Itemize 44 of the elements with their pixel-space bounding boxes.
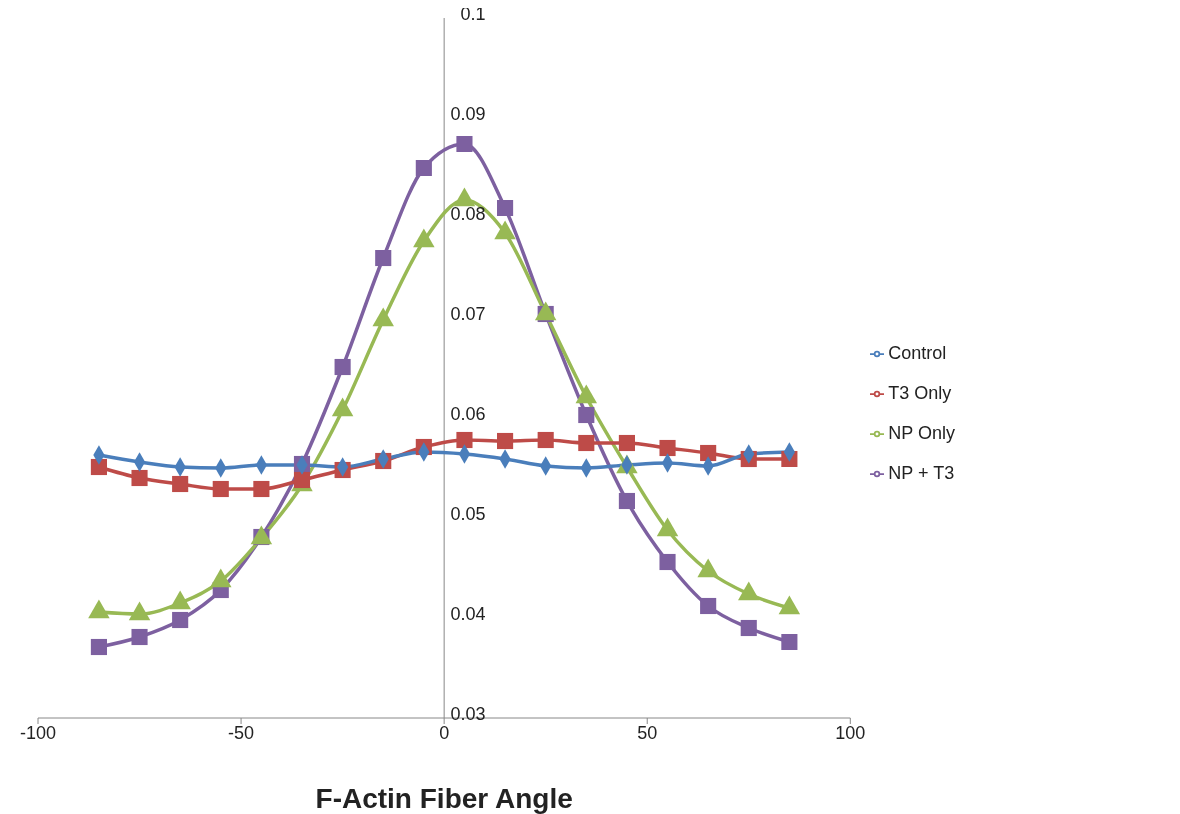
y-tick-label: 0.06 <box>450 404 486 425</box>
point <box>578 406 595 424</box>
point <box>334 358 351 376</box>
point <box>172 611 189 629</box>
legend-label: NP Only <box>888 423 955 443</box>
point <box>456 431 473 449</box>
y-tick-label: 0.07 <box>450 304 486 325</box>
legend-label: Control <box>888 343 947 363</box>
point <box>90 638 107 656</box>
point <box>253 480 270 498</box>
point <box>659 439 676 457</box>
point <box>90 458 107 476</box>
y-tick-label: 0.1 <box>460 4 486 25</box>
x-tick-label: 100 <box>835 722 866 743</box>
y-tick-label: 0.08 <box>450 204 486 225</box>
x-axis-title: F-Actin Fiber Angle <box>315 783 573 814</box>
point <box>415 159 432 177</box>
x-tick-label: -50 <box>228 722 255 743</box>
point <box>456 135 473 153</box>
point <box>700 597 717 615</box>
point <box>212 480 229 498</box>
legend-label: NP + T3 <box>888 463 955 483</box>
x-tick-label: 50 <box>637 722 658 743</box>
point <box>172 475 189 493</box>
point <box>740 619 757 637</box>
point <box>578 434 595 452</box>
point <box>497 432 514 450</box>
point <box>497 199 514 217</box>
y-tick-label: 0.09 <box>450 104 486 125</box>
point <box>700 444 717 462</box>
y-tick-label: 0.04 <box>450 604 486 625</box>
point <box>618 434 635 452</box>
x-tick-label: -100 <box>19 722 57 743</box>
y-tick-label: 0.03 <box>450 704 486 725</box>
point <box>659 553 676 571</box>
legend-label: T3 Only <box>888 383 952 403</box>
point <box>618 492 635 510</box>
point <box>131 469 148 487</box>
x-tick-label: 0 <box>439 722 450 743</box>
y-tick-label: 0.05 <box>450 504 486 525</box>
point <box>781 633 798 651</box>
point <box>537 431 554 449</box>
point <box>131 628 148 646</box>
point <box>375 249 392 267</box>
